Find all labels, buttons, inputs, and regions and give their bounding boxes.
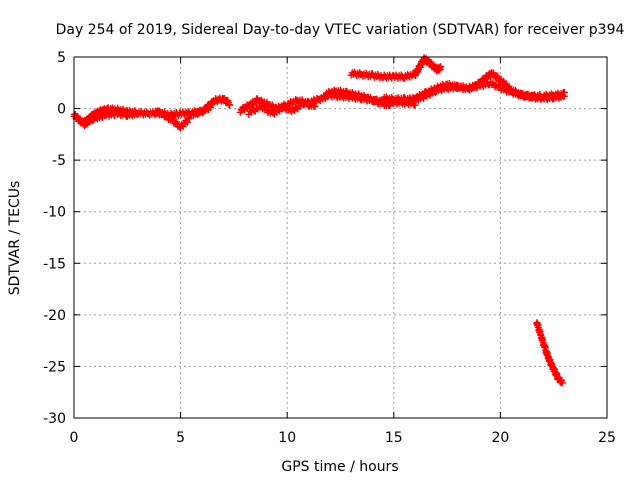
series-track-d	[189, 94, 234, 119]
data-point	[183, 118, 191, 126]
series-track-c	[151, 107, 193, 132]
data-point	[184, 115, 192, 123]
data-point	[437, 63, 445, 71]
plot-frame	[73, 56, 608, 419]
y-axis-label: SDTVAR / TECUs	[7, 181, 23, 296]
series-track-b	[81, 108, 142, 130]
data-point	[558, 379, 566, 387]
chart-title: Day 254 of 2019, Sidereal Day-to-day VTE…	[56, 22, 625, 38]
y-tick-label: -20	[43, 308, 66, 324]
x-axis-ticks: 0 5 10 15 20 25	[70, 57, 616, 446]
data-point	[134, 110, 142, 118]
series-track-k	[400, 69, 568, 108]
data-points	[70, 54, 568, 387]
x-tick-label: 5	[176, 430, 185, 446]
data-point	[185, 114, 193, 122]
x-axis-label: GPS time / hours	[281, 459, 398, 475]
x-tick-label: 20	[491, 430, 509, 446]
data-point	[386, 101, 394, 109]
data-point	[226, 101, 234, 109]
series-track-l	[533, 319, 566, 387]
series-track-h	[322, 86, 394, 110]
y-tick-label: -30	[43, 411, 66, 427]
y-tick-label: 5	[57, 50, 66, 66]
y-tick-label: -5	[52, 153, 66, 169]
grid-layer	[74, 57, 607, 418]
y-tick-label: -15	[43, 256, 66, 272]
y-axis-ticks: 5 0 -5 -10 -15 -20 -25 -30	[43, 50, 607, 427]
y-tick-label: -10	[43, 205, 66, 221]
y-tick-label: -25	[43, 359, 66, 375]
x-tick-label: 15	[385, 430, 403, 446]
data-point	[560, 92, 568, 100]
x-tick-label: 10	[278, 430, 296, 446]
series-track-i	[347, 54, 445, 82]
x-tick-label: 25	[598, 430, 616, 446]
y-tick-label: 0	[57, 102, 66, 118]
x-tick-label: 0	[70, 430, 79, 446]
